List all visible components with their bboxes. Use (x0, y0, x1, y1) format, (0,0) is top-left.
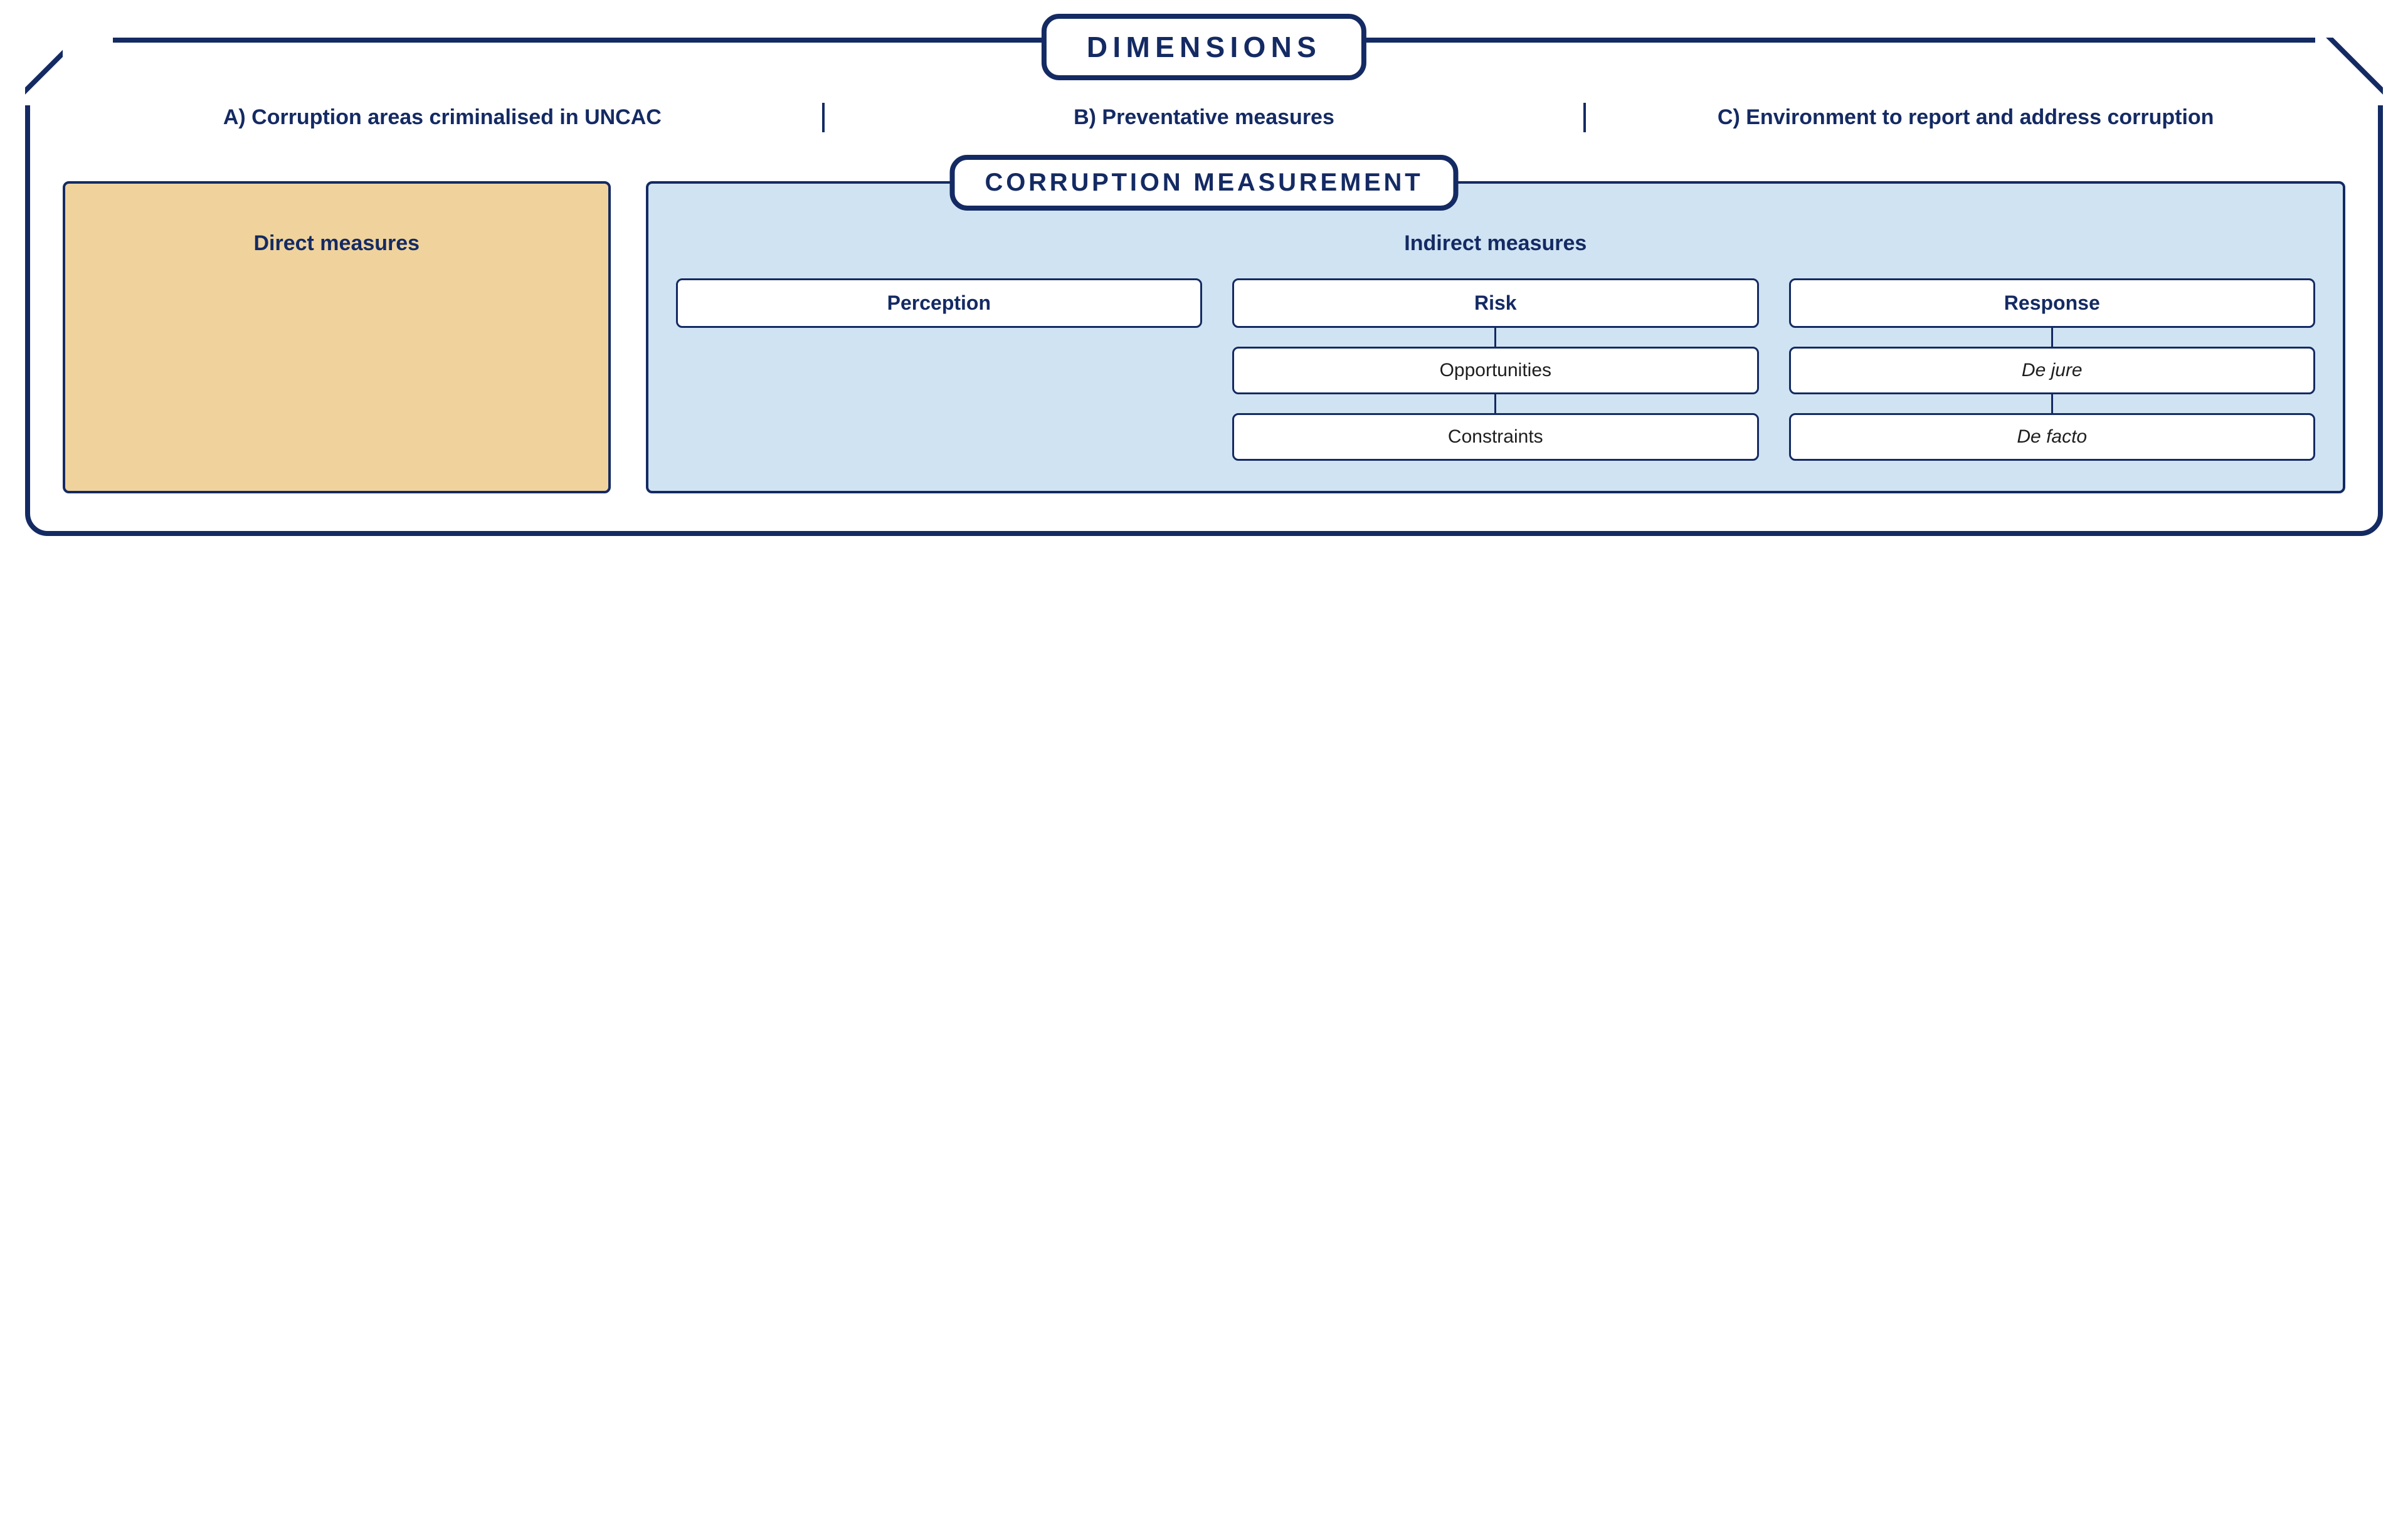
indirect-measures-title: Indirect measures (676, 231, 2315, 256)
corner-chamfer-right (2315, 38, 2383, 105)
connector-line (2051, 394, 2053, 413)
indirect-child-node: De jure (1789, 347, 2315, 394)
direct-measures-box: Direct measures (63, 181, 611, 493)
indirect-columns: Perception Risk Opportunities Constraints Re… (676, 278, 2315, 461)
dimension-b: B) Preventative measures (825, 99, 1584, 136)
connector-line (1494, 394, 1496, 413)
indirect-column-head: Response (1789, 278, 2315, 328)
connector-line (1494, 328, 1496, 347)
corner-chamfer-left (25, 38, 93, 105)
direct-measures-title: Direct measures (78, 231, 596, 256)
dimension-a: A) Corruption areas criminalised in UNCA… (63, 99, 822, 136)
dimensions-title: DIMENSIONS (1042, 14, 1366, 80)
indirect-child-node: Opportunities (1232, 347, 1758, 394)
indirect-column: Response De jure De facto (1789, 278, 2315, 461)
dimensions-frame: DIMENSIONS A) Corruption areas criminali… (25, 38, 2383, 536)
indirect-column: Risk Opportunities Constraints (1232, 278, 1758, 461)
indirect-measures-box: Indirect measures Perception Risk Opportun… (646, 181, 2345, 493)
measurement-title: CORRUPTION MEASUREMENT (950, 155, 1459, 211)
indirect-column: Perception (676, 278, 1202, 461)
dimension-c: C) Environment to report and address cor… (1586, 99, 2345, 136)
indirect-child-node: Constraints (1232, 413, 1758, 461)
indirect-column-head: Risk (1232, 278, 1758, 328)
indirect-column-head: Perception (676, 278, 1202, 328)
measurement-section: CORRUPTION MEASUREMENT Direct measures I… (63, 181, 2345, 493)
dimensions-row: A) Corruption areas criminalised in UNCA… (63, 99, 2345, 136)
indirect-child-node: De facto (1789, 413, 2315, 461)
connector-line (2051, 328, 2053, 347)
